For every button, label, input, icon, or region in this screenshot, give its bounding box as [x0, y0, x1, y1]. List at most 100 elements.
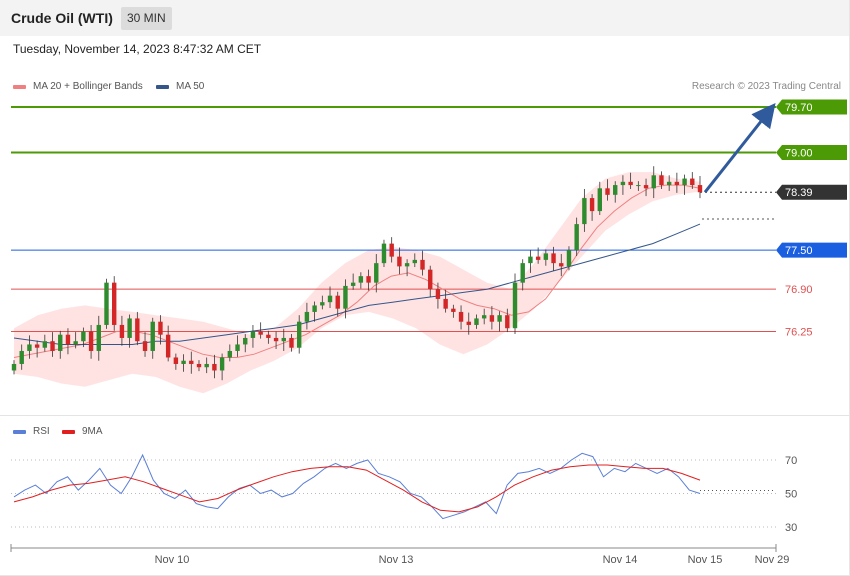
- candle-body: [250, 331, 256, 338]
- ma9-label: 9MA: [82, 426, 103, 437]
- candlestick-layer: [11, 166, 703, 381]
- candle: [281, 328, 286, 351]
- candle: [81, 327, 86, 348]
- ma50-swatch: [156, 84, 169, 89]
- candle-body: [273, 337, 279, 342]
- forecast-arrow-layer: [703, 102, 776, 194]
- candle: [50, 332, 55, 357]
- candle-body: [289, 337, 294, 348]
- candle: [497, 311, 502, 332]
- candle-body: [150, 321, 155, 351]
- candle: [659, 171, 664, 189]
- candle-body: [173, 357, 179, 364]
- ma20-label: MA 20 + Bollinger Bands: [33, 81, 143, 92]
- candle: [65, 328, 71, 355]
- candle: [243, 334, 248, 353]
- candle: [350, 273, 356, 290]
- candle-body: [266, 334, 271, 338]
- ma9-swatch: [62, 429, 75, 434]
- timeframe-badge[interactable]: 30 MIN: [121, 7, 172, 30]
- candle-body: [674, 181, 680, 186]
- candle-body: [682, 178, 687, 186]
- candle-body: [628, 181, 633, 186]
- candle: [451, 304, 456, 318]
- candle-body: [258, 331, 263, 335]
- candle-body: [343, 285, 348, 309]
- candle-body: [350, 282, 356, 286]
- candle: [19, 344, 24, 370]
- candle: [358, 272, 364, 289]
- candle: [543, 249, 549, 266]
- level-79-00-label: 79.00: [785, 148, 813, 160]
- candle-body: [119, 324, 125, 338]
- candle-body: [397, 256, 402, 267]
- ma50-label: MA 50: [176, 81, 205, 92]
- candle: [435, 282, 441, 309]
- candle: [535, 247, 541, 264]
- candle-body: [481, 315, 487, 319]
- candle: [512, 273, 518, 335]
- candle-body: [304, 311, 310, 322]
- candle: [566, 246, 572, 271]
- candle-body: [559, 263, 564, 267]
- candle-body: [81, 331, 86, 342]
- candle: [289, 334, 294, 352]
- candle: [651, 166, 656, 199]
- rsi-level-50-label: 50: [785, 489, 797, 501]
- candle-body: [50, 341, 55, 351]
- candle: [690, 172, 695, 189]
- candle-body: [227, 350, 233, 358]
- candle-body: [636, 185, 641, 187]
- level-79-00-tag: [776, 145, 847, 161]
- candle-body: [104, 282, 109, 325]
- candle-body: [697, 185, 703, 193]
- candle: [589, 194, 595, 221]
- candle-body: [620, 181, 626, 186]
- candle: [620, 175, 626, 195]
- candle: [366, 269, 371, 291]
- level-77-50-tag: [776, 242, 847, 258]
- time-tick-label: Nov 15: [688, 554, 723, 566]
- candle: [420, 250, 425, 276]
- candle-body: [589, 198, 595, 212]
- candle-body: [474, 318, 479, 325]
- time-tick-label: Nov 10: [155, 554, 190, 566]
- candle-body: [613, 185, 618, 195]
- candle: [112, 276, 117, 331]
- rsi-swatch: [13, 429, 26, 434]
- time-tick-label: Nov 13: [379, 554, 414, 566]
- candle-body: [566, 250, 572, 267]
- candle: [58, 330, 63, 359]
- candle-body: [320, 302, 325, 306]
- candle: [389, 237, 394, 263]
- candle: [135, 311, 140, 346]
- candle-body: [374, 263, 379, 283]
- candle-body: [651, 175, 656, 189]
- candle: [165, 325, 171, 362]
- candle: [204, 357, 209, 374]
- candle-body: [281, 337, 286, 342]
- ma50-line: [13, 223, 701, 345]
- candle: [173, 353, 179, 370]
- candle-body: [181, 360, 186, 364]
- candle: [505, 308, 510, 333]
- candle-body: [520, 263, 525, 283]
- candle-body: [327, 295, 333, 303]
- candle-body: [212, 363, 217, 371]
- candle-body: [358, 276, 364, 283]
- candle-body: [42, 341, 48, 348]
- rsi-level-70-label: 70: [785, 455, 797, 467]
- candle: [559, 254, 564, 277]
- candle: [628, 172, 633, 189]
- candle: [682, 174, 687, 195]
- candle-body: [528, 256, 533, 264]
- candle-body: [389, 243, 394, 257]
- candle-body: [458, 311, 464, 322]
- candle: [666, 175, 672, 191]
- candle: [674, 172, 680, 193]
- bollinger-band-layer: [14, 172, 700, 394]
- candle: [489, 306, 495, 330]
- candle: [96, 315, 101, 361]
- chart-header: Crude Oil (WTI) 30 MIN: [0, 0, 850, 36]
